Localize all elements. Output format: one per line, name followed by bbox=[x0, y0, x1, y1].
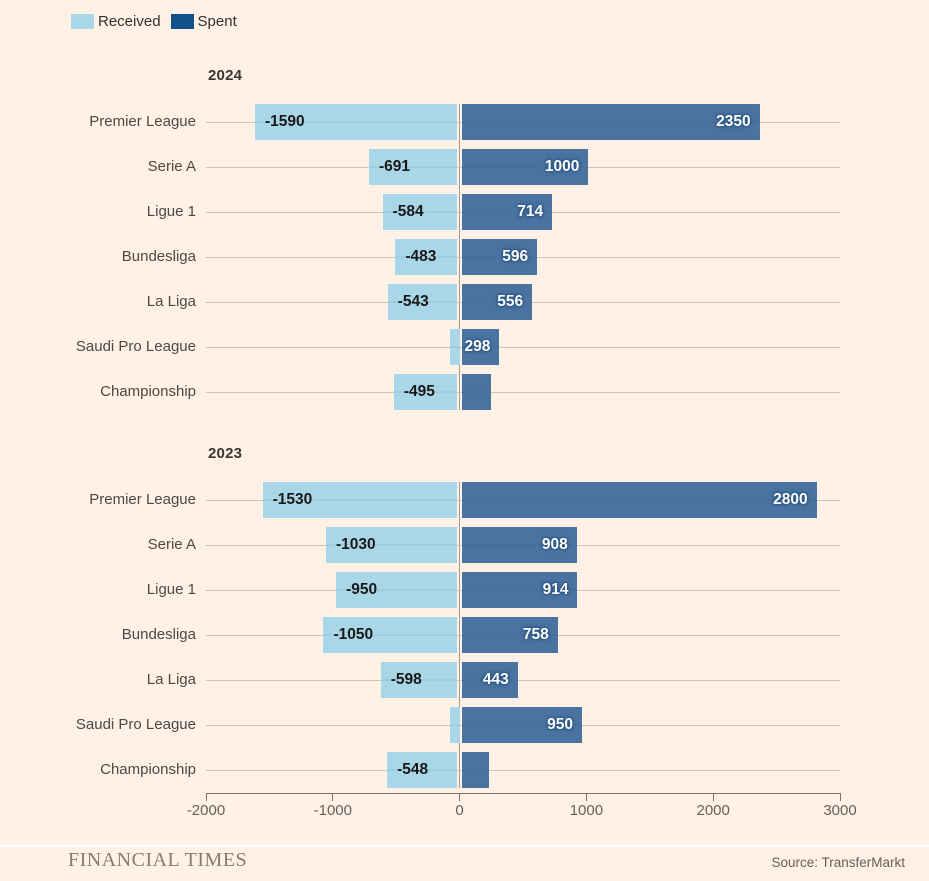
spent-value-label: 2800 bbox=[773, 491, 808, 508]
received-bar: -950 bbox=[336, 572, 457, 608]
spent-bar: 914 bbox=[461, 572, 578, 608]
spent-value-label: 914 bbox=[542, 581, 569, 598]
source-credit: Source: TransferMarkt bbox=[771, 855, 905, 870]
spent-value-label: 758 bbox=[522, 626, 549, 643]
spent-swatch-icon bbox=[170, 14, 194, 29]
spent-bar bbox=[461, 374, 491, 410]
row-label-la-liga: La Liga bbox=[146, 293, 196, 310]
received-value-label: -1530 bbox=[272, 491, 313, 508]
spent-bar: 714 bbox=[461, 194, 553, 230]
received-value-label: -1050 bbox=[333, 626, 374, 643]
spent-bar: 443 bbox=[461, 662, 518, 698]
x-axis-tick bbox=[459, 793, 461, 801]
received-bar: -1530 bbox=[262, 482, 457, 518]
received-value-label: -543 bbox=[397, 293, 429, 310]
x-axis-tick bbox=[585, 793, 587, 801]
x-axis-tick bbox=[712, 793, 714, 801]
x-axis-tick bbox=[205, 793, 207, 801]
received-value-label: -691 bbox=[378, 158, 410, 175]
row-label-championship: Championship bbox=[100, 383, 196, 400]
spent-value-label: 908 bbox=[541, 536, 568, 553]
received-bar: -543 bbox=[387, 284, 457, 320]
received-bar: -548 bbox=[387, 752, 457, 788]
received-value-label: -584 bbox=[392, 203, 424, 220]
x-axis-tick-label: -2000 bbox=[186, 802, 226, 819]
received-bar: -1050 bbox=[323, 617, 457, 653]
ft-logo: FINANCIAL TIMES bbox=[68, 849, 248, 871]
spent-value-label: 2350 bbox=[716, 113, 751, 130]
received-bar: -598 bbox=[380, 662, 457, 698]
row-label-serie-a: Serie A bbox=[147, 536, 196, 553]
received-value-label: -950 bbox=[346, 581, 378, 598]
spent-value-label: 556 bbox=[497, 293, 524, 310]
x-axis-tick-label: 0 bbox=[455, 802, 464, 819]
spent-bar: 1000 bbox=[461, 149, 589, 185]
spent-bar: 556 bbox=[461, 284, 533, 320]
footer-divider bbox=[0, 845, 929, 847]
row-label-championship: Championship bbox=[100, 761, 196, 778]
row-label-saudi-pro-league: Saudi Pro League bbox=[75, 716, 196, 733]
received-value-label: -483 bbox=[405, 248, 437, 265]
row-label-bundesliga: Bundesliga bbox=[121, 248, 196, 265]
row-gridline bbox=[206, 770, 840, 771]
row-label-ligue-1: Ligue 1 bbox=[146, 581, 196, 598]
received-swatch-icon bbox=[71, 14, 94, 29]
spent-value-label: 950 bbox=[547, 716, 574, 733]
spent-bar: 298 bbox=[461, 329, 500, 365]
legend-item-received: Received bbox=[71, 13, 161, 30]
row-label-premier-league: Premier League bbox=[89, 113, 196, 130]
received-bar bbox=[449, 329, 460, 365]
spent-bar: 596 bbox=[461, 239, 538, 275]
legend-received-label: Received bbox=[98, 13, 161, 30]
spent-bar: 2800 bbox=[461, 482, 817, 518]
row-label-la-liga: La Liga bbox=[146, 671, 196, 688]
row-label-ligue-1: Ligue 1 bbox=[146, 203, 196, 220]
spent-bar: 758 bbox=[461, 617, 558, 653]
legend-item-spent: Spent bbox=[170, 13, 237, 30]
x-axis-tick bbox=[332, 793, 334, 801]
x-axis-line bbox=[206, 793, 841, 794]
x-axis-tick-label: 2000 bbox=[696, 802, 730, 819]
row-label-serie-a: Serie A bbox=[147, 158, 196, 175]
received-bar: -584 bbox=[382, 194, 457, 230]
row-label-saudi-pro-league: Saudi Pro League bbox=[75, 338, 196, 355]
row-label-bundesliga: Bundesliga bbox=[121, 626, 196, 643]
received-value-label: -548 bbox=[397, 761, 429, 778]
received-value-label: -495 bbox=[403, 383, 435, 400]
legend: Received Spent bbox=[71, 13, 237, 30]
spent-bar bbox=[461, 752, 489, 788]
received-bar: -691 bbox=[368, 149, 457, 185]
received-bar: -483 bbox=[395, 239, 457, 275]
spent-value-label: 443 bbox=[482, 671, 509, 688]
received-value-label: -1590 bbox=[264, 113, 305, 130]
panel-title-2023: 2023 bbox=[208, 445, 243, 462]
row-gridline bbox=[206, 680, 840, 681]
spent-value-label: 714 bbox=[517, 203, 544, 220]
received-bar: -1590 bbox=[254, 104, 457, 140]
received-bar: -495 bbox=[393, 374, 457, 410]
spent-value-label: 298 bbox=[464, 338, 491, 355]
x-axis-tick-label: 3000 bbox=[823, 802, 857, 819]
x-axis-tick bbox=[839, 793, 841, 801]
spent-bar: 908 bbox=[461, 527, 577, 563]
x-axis-tick-label: 1000 bbox=[569, 802, 604, 819]
received-value-label: -598 bbox=[390, 671, 422, 688]
received-value-label: -1030 bbox=[335, 536, 376, 553]
received-bar: -1030 bbox=[325, 527, 457, 563]
spent-value-label: 1000 bbox=[544, 158, 580, 175]
received-bar bbox=[450, 707, 461, 743]
row-label-premier-league: Premier League bbox=[89, 491, 196, 508]
spent-bar: 2350 bbox=[461, 104, 760, 140]
row-gridline bbox=[206, 347, 840, 348]
spent-value-label: 596 bbox=[502, 248, 529, 265]
row-gridline bbox=[206, 392, 840, 393]
panel-title-2024: 2024 bbox=[208, 67, 243, 84]
legend-spent-label: Spent bbox=[197, 13, 237, 30]
x-axis-tick-label: -1000 bbox=[313, 802, 352, 819]
spent-bar: 950 bbox=[461, 707, 583, 743]
